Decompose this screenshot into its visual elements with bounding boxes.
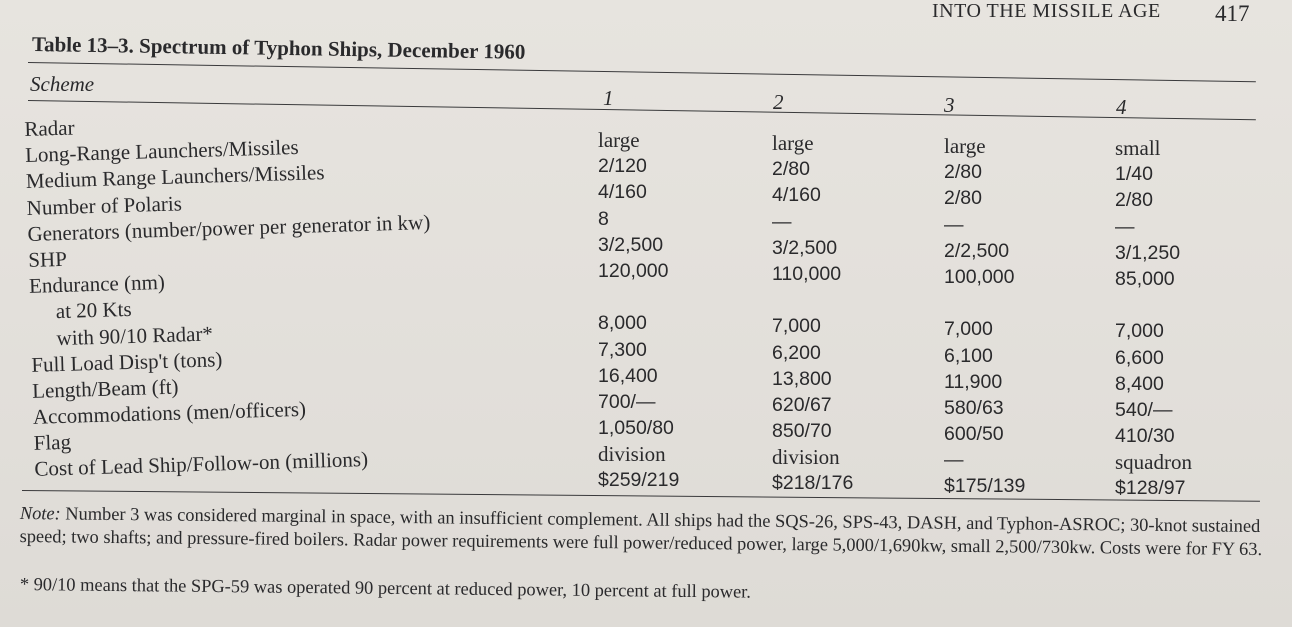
table-cell: 13,800 <box>772 367 832 390</box>
table-cell: — <box>944 213 964 236</box>
scheme-2-header: 2 <box>773 90 784 114</box>
scheme-3-column: large 2/80 2/80 — 2/2,500 100,000 7,000 … <box>944 133 1025 500</box>
table-cell: — <box>944 449 964 472</box>
table-cell <box>598 284 679 310</box>
table-footnote: * 90/10 means that the SPG-59 was operat… <box>19 573 752 602</box>
table-cell: 3/2,500 <box>598 233 664 256</box>
table-cell: squadron <box>1115 450 1192 475</box>
table-cell: 850/70 <box>772 420 832 443</box>
table-cell <box>772 287 853 313</box>
table-cell: division <box>598 442 666 467</box>
table-cell: 100,000 <box>944 265 1015 288</box>
table-note: Note: Number 3 was considered marginal i… <box>20 502 1268 561</box>
running-head: INTO THE MISSILE AGE <box>932 0 1161 22</box>
table-cell: 620/67 <box>772 393 832 416</box>
table-cell: 580/63 <box>944 396 1004 419</box>
table-cell: 8 <box>598 207 609 230</box>
table-cell: 8,000 <box>598 312 647 335</box>
table-cell: 410/30 <box>1115 425 1175 448</box>
table-cell: 600/50 <box>944 423 1004 446</box>
table-cell: 2/80 <box>1115 189 1153 212</box>
table-cell: 6,200 <box>772 341 821 364</box>
scheme-1-header: 1 <box>603 86 614 110</box>
scheme-4-header: 4 <box>1116 95 1127 119</box>
table-cell: large <box>598 128 640 152</box>
table-cell: 1/40 <box>1115 163 1153 186</box>
table-title: Table 13–3. Spectrum of Typhon Ships, De… <box>31 32 526 64</box>
scheme-2-column: large 2/80 4/160 — 3/2,500 110,000 7,000… <box>772 130 853 497</box>
table-cell: 7,000 <box>1115 320 1164 343</box>
scheme-3-header: 3 <box>944 93 955 117</box>
table-cell: 85,000 <box>1115 267 1175 290</box>
table-cell: large <box>944 134 986 158</box>
table-cell: 2/80 <box>772 158 810 181</box>
table-cell: — <box>772 210 792 233</box>
table-cell <box>944 290 1025 316</box>
table-cell: 6,100 <box>944 344 993 367</box>
table-cell: 700/— <box>598 390 656 413</box>
table-top-rule <box>27 62 1256 83</box>
table-cell: $128/97 <box>1115 477 1186 500</box>
table-cell: 2/120 <box>598 155 647 178</box>
table-cell: 4/160 <box>772 184 821 207</box>
scheme-4-column: small 1/40 2/80 — 3/1,250 85,000 7,000 6… <box>1115 135 1192 502</box>
row-labels: Radar Long-Range Launchers/Missiles Medi… <box>24 104 438 482</box>
note-lead: Note: <box>19 502 61 524</box>
table-cell: 3/1,250 <box>1115 241 1181 264</box>
table-cell: $218/176 <box>772 472 854 495</box>
table-cell: $175/139 <box>944 475 1026 498</box>
table-cell: 1,050/80 <box>598 417 674 440</box>
table-cell: 7,000 <box>772 315 821 338</box>
table-cell: 6,600 <box>1115 346 1164 369</box>
table-cell: 8,400 <box>1115 372 1164 395</box>
table-cell: 2/2,500 <box>944 239 1010 262</box>
table-cell: 4/160 <box>598 181 647 204</box>
scheme-1-column: large 2/120 4/160 8 3/2,500 120,000 8,00… <box>598 127 679 494</box>
scheme-column-header: Scheme <box>30 72 95 96</box>
table-cell: 7,000 <box>944 318 993 341</box>
table-cell: $259/219 <box>598 469 680 492</box>
table-cell: 540/— <box>1115 398 1173 421</box>
table-cell: 2/80 <box>944 161 982 184</box>
table-cell: 3/2,500 <box>772 236 838 259</box>
table-cell: division <box>772 445 840 470</box>
table-cell: 11,900 <box>944 370 1003 393</box>
table-cell: 110,000 <box>772 262 842 285</box>
table-cell: 16,400 <box>598 364 658 387</box>
table-cell: large <box>772 131 814 155</box>
table-cell: — <box>1115 215 1135 238</box>
page-number: 417 <box>1215 1 1250 26</box>
note-text: Number 3 was considered marginal in spac… <box>19 503 1263 560</box>
table-cell: small <box>1115 136 1161 160</box>
table-cell: 7,300 <box>598 338 647 361</box>
table-cell <box>1115 292 1192 318</box>
table-cell: 120,000 <box>598 259 669 282</box>
table-cell: 2/80 <box>944 187 982 210</box>
